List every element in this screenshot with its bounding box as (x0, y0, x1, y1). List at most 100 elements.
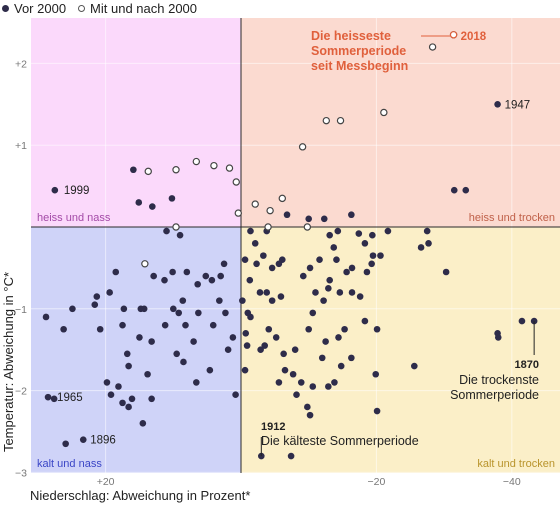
point-before-2000 (341, 325, 348, 333)
point-before-2000 (494, 334, 502, 341)
point-before-2000 (442, 268, 450, 276)
point-before-2000 (229, 334, 237, 341)
point-before-2000 (309, 383, 317, 390)
point-after-2000 (278, 194, 286, 203)
quadrant-label-cold-wet: kalt und nass (37, 458, 102, 470)
point-after-2000 (322, 116, 331, 125)
point-before-2000 (377, 252, 384, 259)
point-before-2000 (450, 186, 458, 194)
point-before-2000 (190, 338, 197, 345)
point-before-2000 (316, 256, 323, 264)
point-before-2000 (368, 260, 375, 268)
point-after-2000 (251, 200, 259, 208)
point-before-2000 (140, 305, 148, 313)
annotation-1870-year: 1870 (515, 359, 539, 371)
point-before-2000 (175, 309, 183, 317)
filled-dot-icon (2, 4, 9, 12)
point-before-2000 (275, 379, 283, 386)
point-before-2000 (144, 370, 151, 378)
annotation-2018-text-1: Die heisseste (311, 29, 391, 43)
legend-label-before: Vor 2000 (14, 0, 67, 16)
quadrant-hot-dry (241, 18, 560, 227)
point-after-2000 (172, 166, 180, 174)
point-before-2000 (115, 383, 122, 390)
point-after-2000 (380, 108, 388, 117)
quadrant-hot-wet (31, 18, 241, 227)
quadrant-label-hot-wet: heiss und nass (37, 212, 111, 224)
annotation-1999: 1999 (64, 185, 90, 197)
point-before-2000 (363, 268, 371, 276)
point-before-2000 (417, 244, 425, 251)
point-before-2000 (241, 366, 249, 374)
point-before-2000 (494, 101, 501, 108)
point-before-2000 (179, 297, 187, 304)
point-before-2000 (251, 240, 259, 247)
point-before-2000 (247, 227, 254, 235)
point-before-2000 (161, 321, 169, 329)
point-before-2000 (325, 285, 332, 292)
point-before-2000 (93, 293, 101, 300)
point-before-2000 (183, 268, 191, 276)
point-before-2000 (348, 354, 355, 362)
point-before-2000 (176, 231, 184, 239)
point-1896 (79, 436, 87, 443)
point-before-2000 (169, 268, 176, 276)
point-before-2000 (320, 297, 327, 304)
point-before-2000 (220, 260, 228, 268)
point-before-2000 (312, 289, 319, 296)
point-after-2000 (225, 164, 234, 172)
point-1999 (51, 186, 59, 194)
point-after-2000 (144, 167, 152, 176)
point-before-2000 (275, 260, 283, 268)
y-tick-label: +1 (15, 140, 27, 152)
point-before-2000 (280, 350, 287, 358)
point-before-2000 (423, 227, 431, 235)
point-before-2000 (170, 305, 177, 313)
point-before-2000 (331, 379, 338, 386)
point-before-2000 (260, 252, 267, 259)
y-axis-label: Temperatur: Abweichung in °C* (1, 271, 16, 453)
point-before-2000 (325, 383, 332, 390)
point-before-2000 (209, 321, 217, 329)
point-after-2000 (232, 178, 240, 186)
point-before-2000 (289, 370, 297, 378)
tick-labels: +2 +1 −1 −2 −3 +20 −20 −40 (15, 58, 521, 488)
point-before-2000 (326, 231, 333, 239)
point-after-2000 (264, 223, 272, 231)
point-before-2000 (287, 452, 295, 460)
point-before-2000 (69, 305, 76, 313)
point-before-2000 (242, 330, 250, 337)
point-after-2000 (266, 206, 274, 215)
point-before-2000 (361, 317, 369, 325)
x-axis-label: Niederschlag: Abweichung in Prozent* (30, 488, 251, 503)
quadrant-label-cold-dry: kalt und trocken (477, 458, 555, 470)
point-before-2000 (291, 346, 299, 354)
point-before-2000 (217, 272, 224, 280)
annotation-1912-text: Die kälteste Sommerperiode (261, 434, 419, 448)
point-after-2000 (336, 116, 345, 125)
point-before-2000 (50, 395, 58, 403)
point-before-2000 (173, 350, 180, 358)
annotation-2018-year: 2018 (461, 31, 487, 43)
quadrant-labels: heiss und nass heiss und trocken kalt und … (37, 212, 555, 470)
point-after-2000 (172, 223, 180, 231)
annotation-1912-year: 1912 (261, 421, 285, 433)
point-before-2000 (246, 276, 254, 284)
point-before-2000 (103, 379, 111, 386)
point-before-2000 (369, 252, 377, 259)
point-before-2000 (91, 301, 99, 309)
point-before-2000 (348, 211, 355, 219)
legend-item-after: Mit und nach 2000 (76, 1, 197, 16)
point-after-2000 (428, 43, 437, 51)
y-tick-label: −2 (15, 386, 27, 398)
point-before-2000 (60, 325, 67, 333)
point-before-2000 (148, 338, 155, 345)
x-tick-label: +20 (97, 476, 115, 488)
point-before-2000 (222, 309, 229, 317)
point-before-2000 (281, 366, 289, 374)
point-before-2000 (265, 325, 273, 333)
point-before-2000 (107, 391, 115, 398)
point-before-2000 (462, 186, 470, 194)
